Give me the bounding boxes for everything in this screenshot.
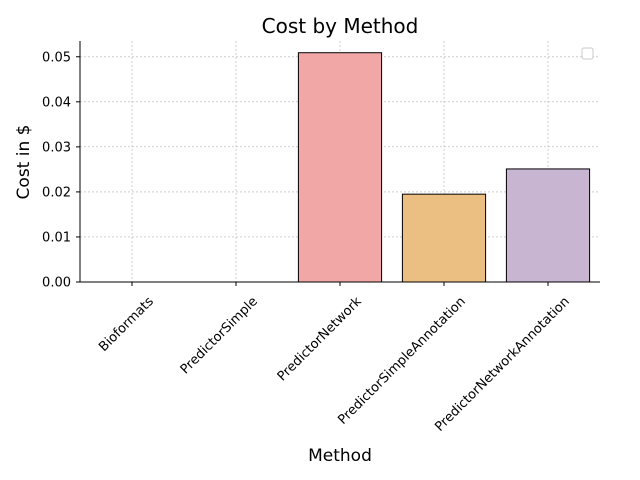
y-tick-label: 0.00 (42, 276, 71, 291)
y-tick-label: 0.04 (42, 95, 71, 110)
bar-PredictorNetworkAnnotation (505, 168, 591, 283)
y-ticks: 0.00 0.01 0.02 0.03 0.04 0.05 (42, 50, 80, 291)
legend-box (581, 47, 594, 60)
y-tick-label: 0.05 (42, 50, 71, 65)
chart-title: Cost by Method (262, 14, 419, 38)
x-tick-label: PredictorSimple (178, 294, 261, 377)
y-tick-label: 0.03 (42, 140, 71, 155)
bar-PredictorNetwork (297, 52, 383, 283)
bars (297, 52, 591, 283)
bar-PredictorSimpleAnnotation (401, 193, 487, 283)
x-tick-label: PredictorNetwork (275, 294, 365, 384)
y-axis-label: Cost in $ (14, 125, 34, 200)
x-axis-label: Method (308, 446, 372, 466)
x-ticks: Bioformats PredictorSimple PredictorNetwor… (96, 282, 573, 435)
y-tick-label: 0.01 (42, 230, 71, 245)
x-tick-label: Bioformats (96, 294, 157, 355)
y-tick-label: 0.02 (42, 185, 71, 200)
